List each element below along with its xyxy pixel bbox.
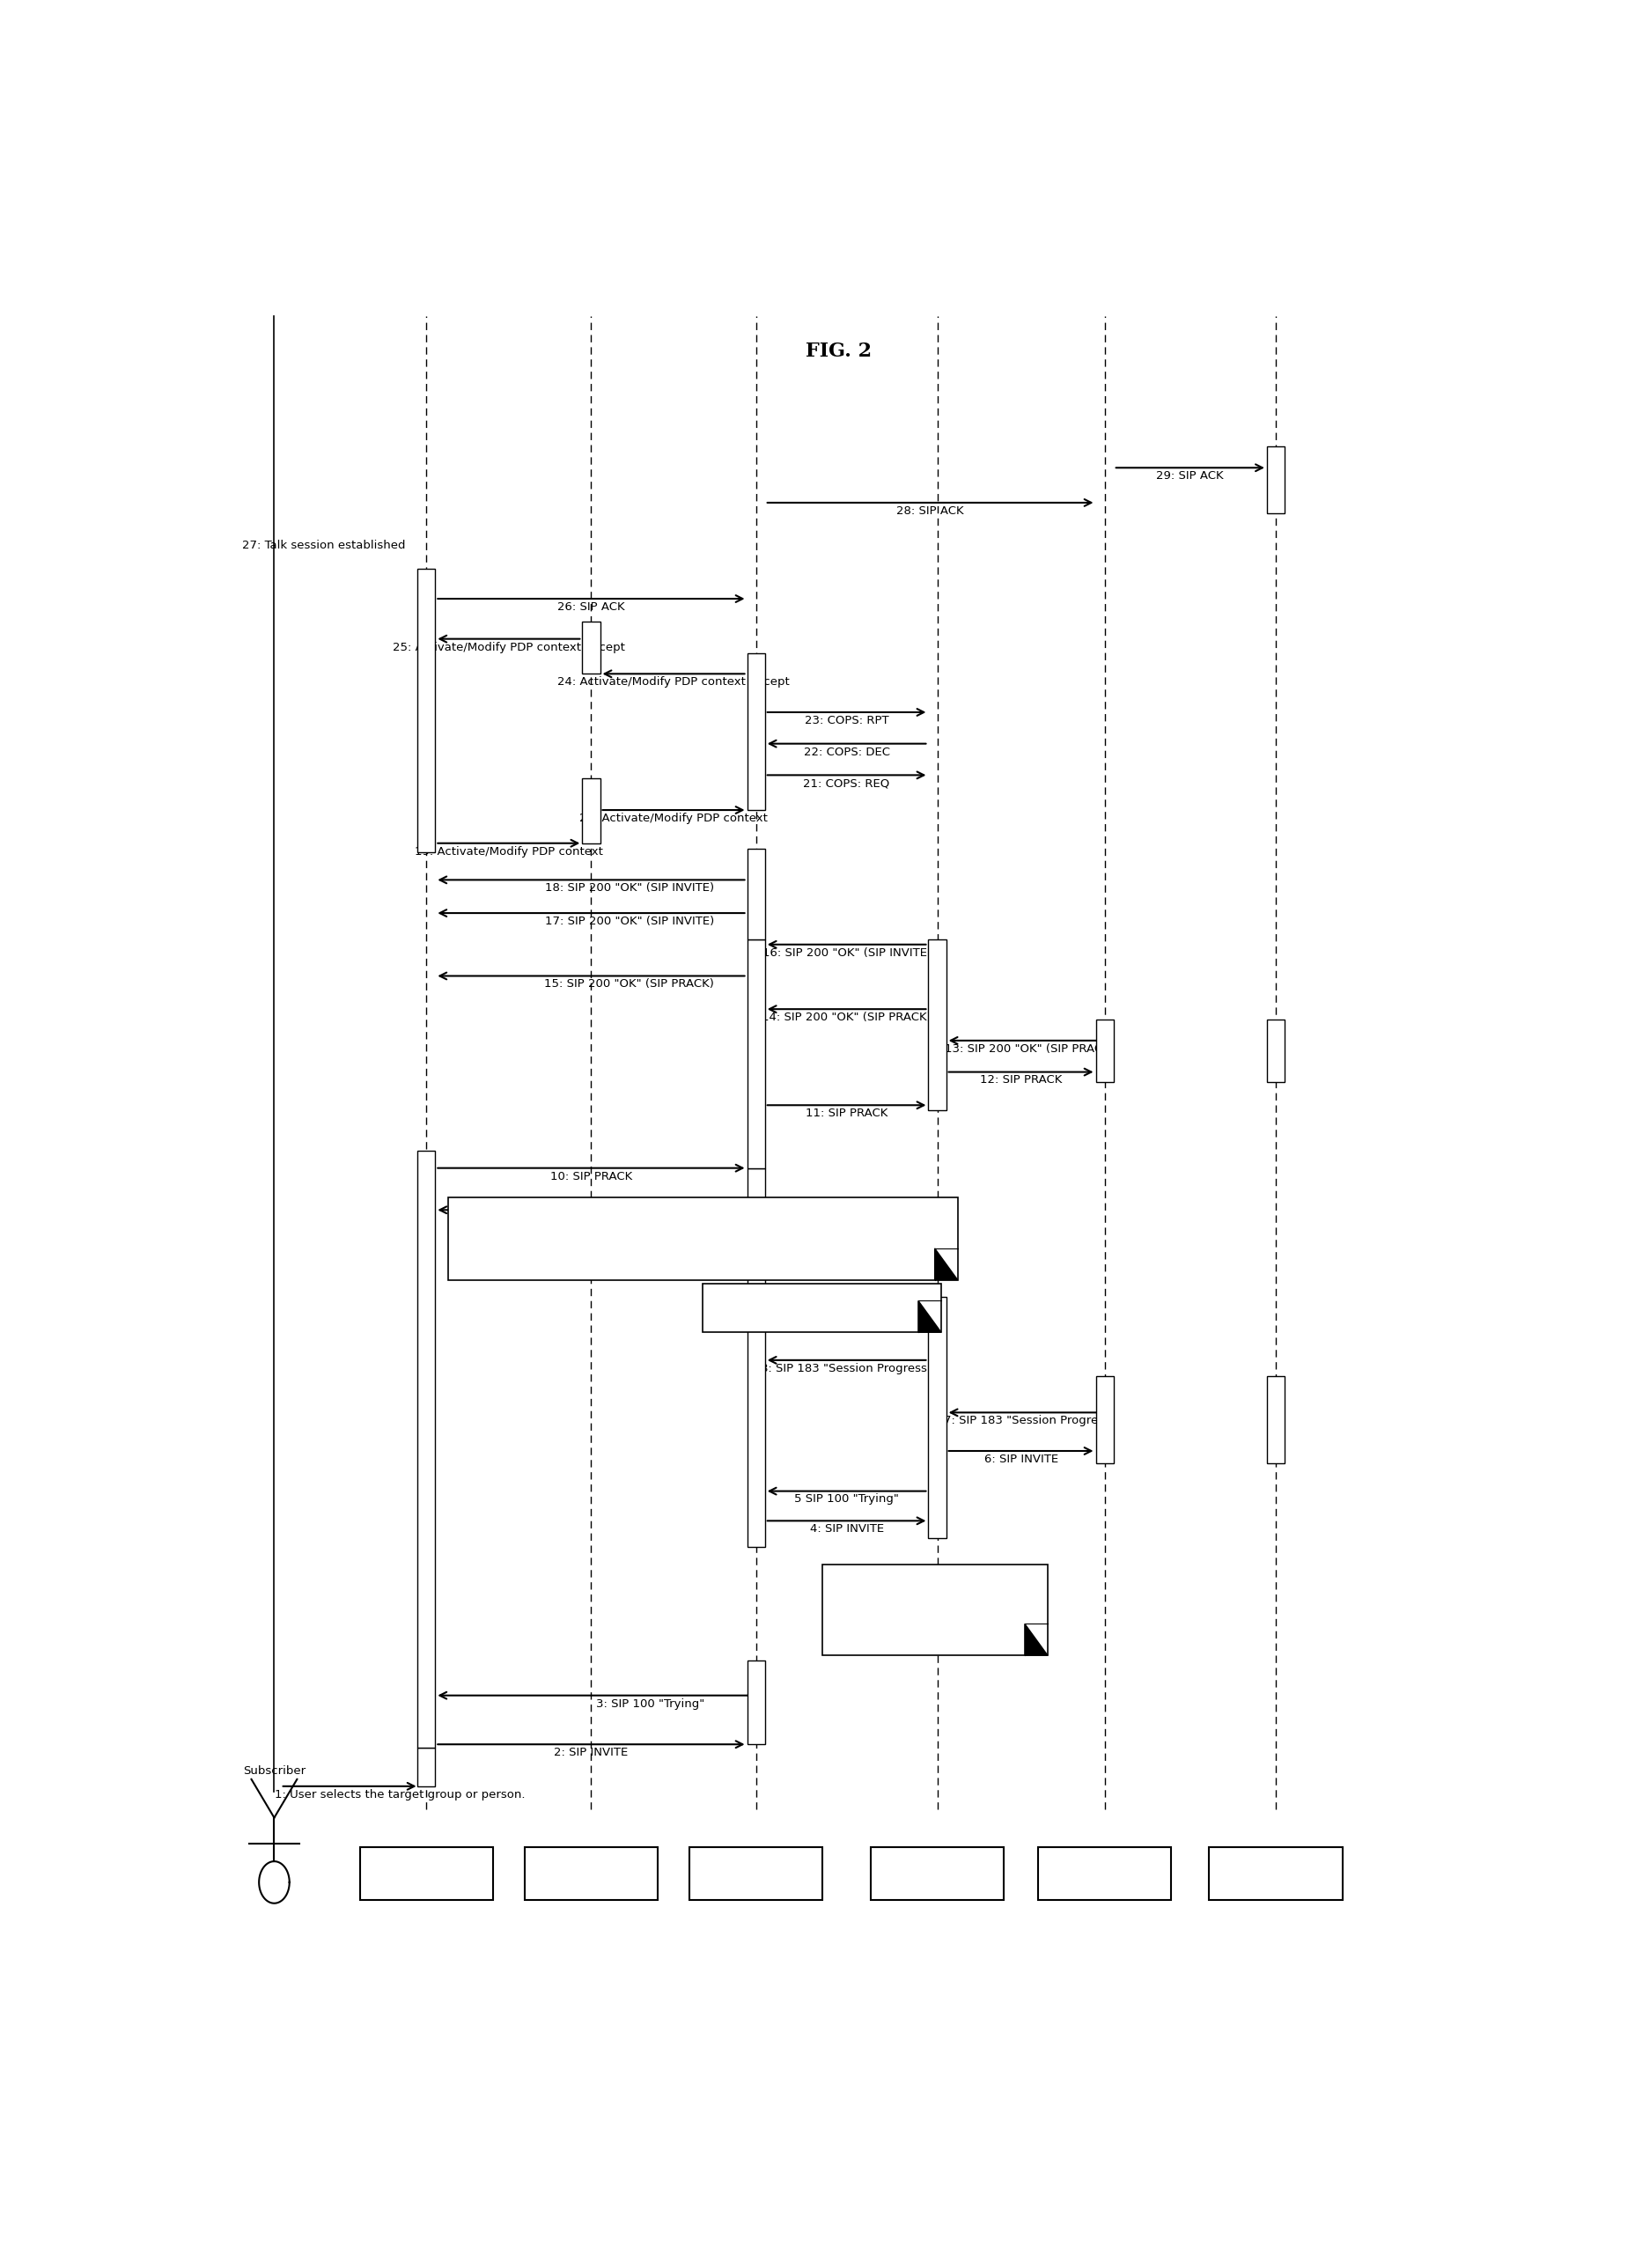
Text: FIG. 2: FIG. 2	[804, 342, 871, 361]
FancyBboxPatch shape	[1265, 1377, 1283, 1463]
Text: (PoC) AS: (PoC) AS	[1246, 1869, 1303, 1880]
Text: 6: SIP INVITE: 6: SIP INVITE	[983, 1454, 1058, 1465]
FancyBboxPatch shape	[703, 1284, 940, 1331]
Text: S-CSCF: S-CSCF	[1081, 1869, 1128, 1880]
Text: 7: SIP 183 "Session Progress": 7: SIP 183 "Session Progress"	[943, 1415, 1115, 1427]
FancyBboxPatch shape	[747, 653, 765, 810]
Text: 26: SIP ACK: 26: SIP ACK	[558, 601, 625, 612]
FancyBboxPatch shape	[1265, 447, 1283, 513]
FancyBboxPatch shape	[582, 778, 600, 844]
Text: SGSN: SGSN	[572, 1869, 608, 1880]
Polygon shape	[934, 1247, 956, 1279]
Text: 13: SIP 200 "OK" (SIP PRACK): 13: SIP 200 "OK" (SIP PRACK)	[945, 1043, 1113, 1055]
Text: 8: SIP 183 "Session Progress": 8: SIP 183 "Session Progress"	[760, 1363, 932, 1374]
FancyBboxPatch shape	[870, 1848, 1004, 1901]
Text: 16: SIP 200 "OK" (SIP INVITE): 16: SIP 200 "OK" (SIP INVITE)	[762, 948, 930, 959]
Text: 28: SIP ACK: 28: SIP ACK	[896, 506, 963, 517]
Text: 2: SIP INVITE: 2: SIP INVITE	[554, 1746, 628, 1758]
Text: 5 SIP 100 "Trying": 5 SIP 100 "Trying"	[795, 1495, 899, 1506]
Text: 27: Talk session established: 27: Talk session established	[242, 540, 405, 551]
Text: 11: SIP PRACK: 11: SIP PRACK	[804, 1107, 888, 1118]
FancyBboxPatch shape	[417, 1749, 435, 1787]
FancyBboxPatch shape	[417, 1150, 435, 1749]
FancyBboxPatch shape	[1038, 1848, 1171, 1901]
Text: 21: COPS: REQ: 21: COPS: REQ	[803, 778, 889, 789]
Text: 12: SIP PRACK: 12: SIP PRACK	[979, 1075, 1061, 1086]
Polygon shape	[1024, 1624, 1046, 1656]
FancyBboxPatch shape	[688, 1848, 822, 1901]
FancyBboxPatch shape	[747, 1168, 765, 1547]
FancyBboxPatch shape	[747, 939, 765, 1168]
Text: 19: Activate/Modify PDP context: 19: Activate/Modify PDP context	[414, 846, 603, 857]
Text: 1: User selects the target group or person.: 1: User selects the target group or pers…	[275, 1789, 525, 1801]
FancyBboxPatch shape	[747, 1660, 765, 1744]
FancyBboxPatch shape	[1208, 1848, 1342, 1901]
Text: GGSN: GGSN	[737, 1869, 775, 1880]
Text: 3: SIP 100 "Trying": 3: SIP 100 "Trying"	[597, 1699, 705, 1710]
Text: 14: SIP 200 "OK" (SIP PRACK): 14: SIP 200 "OK" (SIP PRACK)	[762, 1012, 930, 1023]
Text: 15: SIP 200 "OK" (SIP PRACK): 15: SIP 200 "OK" (SIP PRACK)	[544, 978, 714, 989]
Text: 24: Activate/Modify PDP context Accept: 24: Activate/Modify PDP context Accept	[558, 676, 790, 687]
Text: 4: SIP INVITE: 4: SIP INVITE	[809, 1524, 883, 1535]
FancyBboxPatch shape	[1095, 1377, 1113, 1463]
FancyBboxPatch shape	[525, 1848, 657, 1901]
Text: P-CSCF (PDF): P-CSCF (PDF)	[893, 1869, 981, 1880]
FancyBboxPatch shape	[747, 848, 765, 939]
Text: Authorization decision and determination of
authorized QoS for the received bind: Authorization decision and determination…	[559, 1227, 847, 1252]
Text: QoS authorization: QoS authorization	[772, 1302, 871, 1313]
Text: 17: SIP 200 "OK" (SIP INVITE): 17: SIP 200 "OK" (SIP INVITE)	[544, 916, 713, 928]
FancyBboxPatch shape	[929, 1297, 945, 1538]
FancyBboxPatch shape	[821, 1565, 1046, 1656]
Text: 29: SIP ACK: 29: SIP ACK	[1156, 469, 1223, 481]
Text: 9: SIP 183 "Session Progress": 9: SIP 183 "Session Progress"	[543, 1213, 714, 1225]
Text: 22: COPS: DEC: 22: COPS: DEC	[803, 746, 889, 758]
FancyBboxPatch shape	[582, 621, 600, 674]
Text: 23: COPS: RPT: 23: COPS: RPT	[804, 714, 888, 726]
FancyBboxPatch shape	[929, 939, 945, 1111]
Text: Subscriber: Subscriber	[242, 1765, 306, 1776]
FancyBboxPatch shape	[448, 1198, 956, 1279]
FancyBboxPatch shape	[1095, 1021, 1113, 1082]
Polygon shape	[917, 1302, 940, 1331]
Text: 20: Activate/Modify PDP context: 20: Activate/Modify PDP context	[579, 812, 767, 823]
FancyBboxPatch shape	[360, 1848, 492, 1901]
FancyBboxPatch shape	[417, 569, 435, 853]
Text: UE A: UE A	[410, 1869, 441, 1880]
FancyBboxPatch shape	[1265, 1021, 1283, 1082]
Text: Authorization token
generation: Authorization token generation	[880, 1597, 988, 1622]
Text: 18: SIP 200 "OK" (SIP INVITE): 18: SIP 200 "OK" (SIP INVITE)	[544, 882, 713, 894]
Text: 25: Activate/Modify PDP context Accept: 25: Activate/Modify PDP context Accept	[392, 642, 625, 653]
Text: 10: SIP PRACK: 10: SIP PRACK	[549, 1170, 631, 1182]
